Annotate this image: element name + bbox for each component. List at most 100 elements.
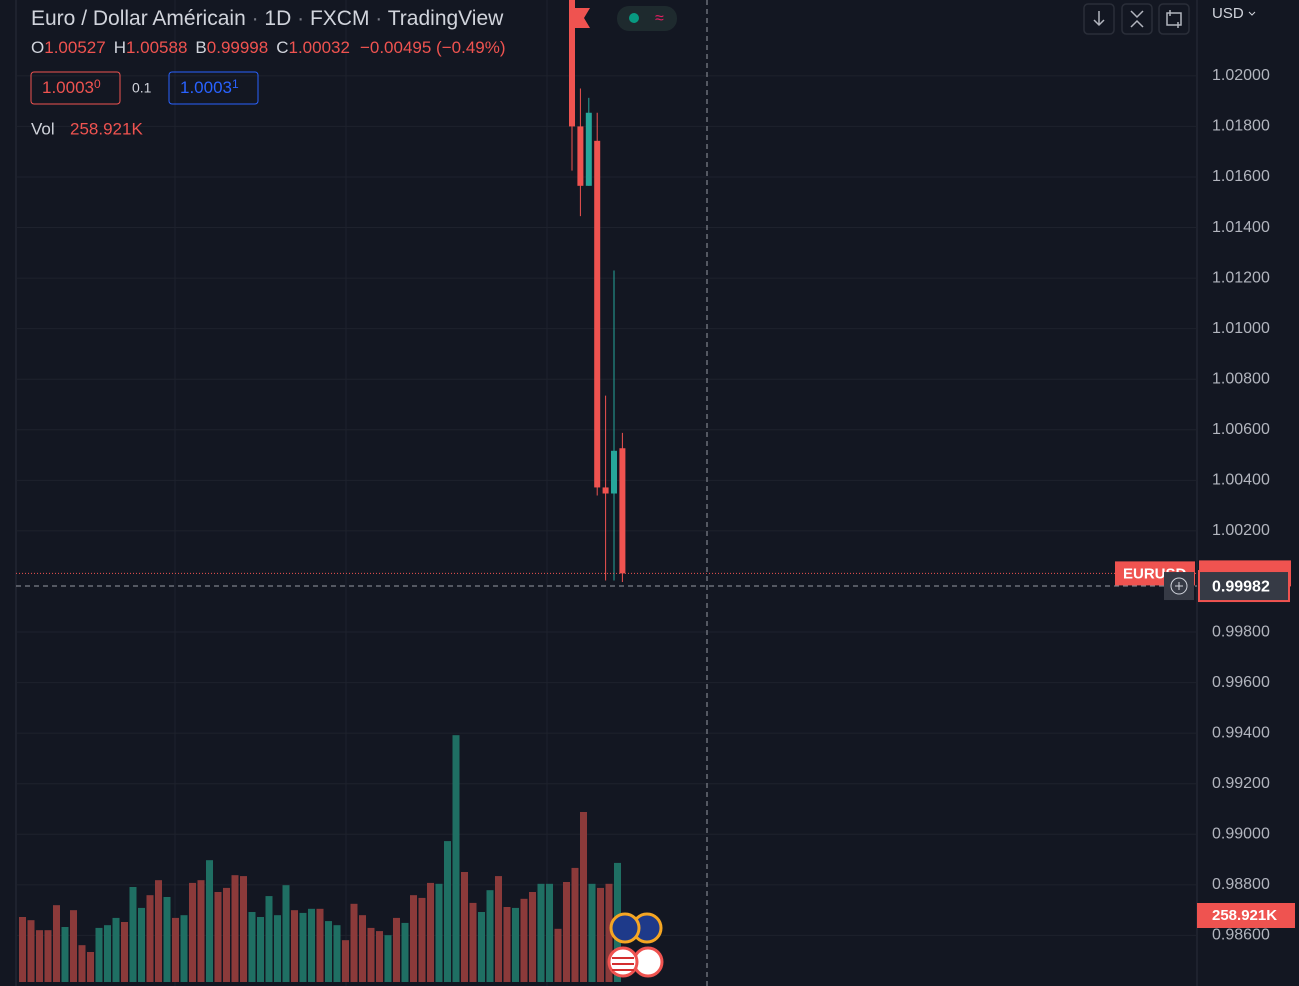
volume-bar [129,887,137,982]
y-tick-label: 0.99800 [1212,623,1270,640]
y-tick-label: 1.00800 [1212,370,1270,387]
volume-bar [393,917,400,982]
candle-body [585,112,592,186]
volume-bar [588,883,596,982]
currency-menu[interactable]: USD [1212,5,1244,22]
volume-bar [350,903,358,982]
volume-bar [478,912,485,982]
interval: 1D [264,7,291,30]
source: FXCM [310,7,370,30]
btn-reset[interactable] [1158,3,1190,35]
bid-button[interactable] [30,71,121,105]
volume-bar [146,895,154,982]
volume-bar [265,896,273,982]
candle-body [611,450,617,494]
ohlc-value: 1.00032 [289,38,350,57]
btn-scroll[interactable] [1083,3,1115,35]
ohlc-value: 0.99998 [207,38,268,57]
btn-auto[interactable] [1121,3,1153,35]
volume-bar [495,876,502,982]
bid[interactable]: 1.00030 [42,77,101,97]
bid-main: 1.0003 [42,78,94,97]
volume-bar [384,935,392,982]
volume-bar [231,875,239,982]
y-tick-label: 1.01800 [1212,118,1270,135]
ohlc-key: H [114,38,126,57]
y-tick-label: 1.01200 [1212,269,1270,286]
volume-bar [469,902,477,982]
volume-bar [359,915,366,982]
add-alert-icon [1170,577,1188,595]
volume-bar [197,880,205,982]
volume-bar [418,897,426,982]
volume-bar [410,895,417,982]
volume-bar [537,883,545,982]
y-tick-label: 1.00600 [1212,421,1270,438]
ohlc-value: 1.00527 [44,38,105,57]
volume-bar [580,812,587,982]
status-icon: ≈ [655,10,664,27]
toolbar [1083,3,1190,35]
volume-bar [214,892,222,982]
volume-bar [503,907,511,982]
ask-button[interactable] [168,71,259,105]
volume-bar [248,912,256,982]
volume-bar [333,925,341,982]
y-tick-label: 0.99000 [1212,826,1270,843]
crosshair-label: 0.99982 [1212,578,1270,595]
y-tick-label: 1.01400 [1212,219,1270,236]
icon-down [1093,11,1105,27]
volume-bar [257,917,264,982]
icon-auto [1130,10,1144,28]
volume-bar [61,927,69,982]
ohlc-key: C [276,38,288,57]
volume-bar [342,940,349,982]
volume-bar [44,930,52,982]
volume-bar [316,908,324,982]
y-tick-label: 0.99600 [1212,674,1270,691]
us-stripes [612,957,634,971]
ask-sup: 1 [232,77,239,91]
add-alert[interactable] [1164,572,1194,601]
volume-bar [163,897,171,982]
volume-bar [427,882,434,982]
add-alert-plus [1175,582,1183,591]
volume-bar [53,905,60,982]
y-tick-label: 0.99400 [1212,724,1270,741]
bid-sup: 0 [94,77,101,91]
volume-bar [597,887,604,982]
ohlc-value: 1.00588 [126,38,187,57]
volume-bar [206,860,213,982]
vol-label: Vol [31,119,55,138]
volume-bar [189,882,196,982]
volume-bar [87,952,94,982]
volume-bar [291,910,298,982]
volume-bar [180,915,188,982]
ask-main: 1.0003 [180,78,232,97]
eu-icon [609,912,641,944]
vol-value: 258.921K [70,119,143,138]
y-tick-label: 0.98800 [1212,876,1270,893]
change: −0.00495 (−0.49%) [360,38,506,57]
ask[interactable]: 1.00031 [180,77,239,97]
y-tick-label: 1.00200 [1212,522,1270,539]
volume-bar [435,883,443,982]
market-status[interactable] [617,6,677,31]
us-icon [607,946,639,978]
volume-bar [376,931,383,982]
volume-bar [325,921,332,982]
y-tick-label: 0.99200 [1212,775,1270,792]
volume-bar [27,920,35,982]
volume-bar [240,876,247,982]
y-tick-label: 1.01600 [1212,168,1270,185]
candle-body [619,448,626,574]
volume-bar [274,915,281,982]
flag [572,8,590,28]
candle-body [569,0,575,127]
volume-bar [520,898,528,982]
spread: 0.1 [132,80,152,96]
volume-axis-label: 258.921K [1212,907,1277,924]
volume-bar [78,945,86,982]
y-tick-label: 1.00400 [1212,472,1270,489]
